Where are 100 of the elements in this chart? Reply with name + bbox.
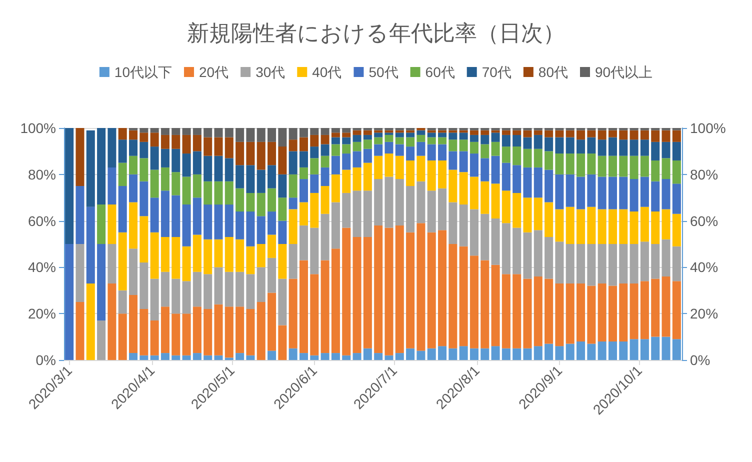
bar (576, 244, 586, 284)
bar (268, 292, 276, 351)
bar (224, 158, 234, 182)
bar (310, 134, 319, 147)
bar (320, 353, 330, 360)
bar (140, 308, 148, 356)
bar (662, 239, 670, 276)
bar (182, 204, 191, 246)
bar (544, 202, 554, 238)
bar (204, 137, 212, 156)
bar (523, 232, 532, 279)
bar (651, 181, 660, 212)
bar (150, 198, 159, 232)
bar (438, 132, 447, 138)
bar (427, 190, 436, 232)
bar (268, 165, 276, 188)
y-tick-label: 100% (20, 120, 56, 136)
bar (374, 353, 383, 360)
bar (256, 142, 266, 170)
bar (150, 355, 159, 360)
bar (331, 248, 340, 354)
bar (224, 137, 234, 158)
bar (374, 144, 383, 156)
bar (566, 283, 574, 344)
bar (459, 151, 468, 172)
bar (288, 140, 298, 152)
bar (160, 237, 170, 272)
bar (331, 128, 340, 133)
bar (534, 130, 542, 135)
bar (320, 186, 330, 214)
bar (619, 244, 628, 284)
bar (406, 232, 415, 348)
bar (118, 128, 127, 140)
bar (480, 130, 490, 135)
bar (459, 346, 468, 360)
bar (256, 244, 266, 268)
bar (182, 154, 191, 177)
bar (587, 130, 596, 138)
bar (86, 283, 95, 360)
bar (523, 148, 532, 168)
bar (470, 142, 478, 154)
bar (160, 148, 170, 168)
bar (331, 137, 340, 144)
bar (118, 162, 127, 186)
bar (512, 146, 522, 166)
bar (331, 156, 340, 174)
bar (576, 283, 586, 342)
bar (480, 348, 490, 360)
bar (651, 336, 660, 360)
bar (310, 192, 319, 228)
bar (278, 146, 287, 174)
bar (491, 346, 500, 360)
bar (502, 134, 510, 147)
bar (128, 156, 138, 174)
bar (598, 209, 606, 244)
bar (160, 272, 170, 307)
bar (342, 228, 351, 356)
bar (395, 156, 404, 180)
bar (608, 156, 618, 177)
bar (448, 132, 458, 140)
bar (662, 209, 670, 240)
bar (352, 190, 362, 238)
bar (427, 348, 436, 360)
bar (491, 132, 500, 142)
bar (523, 137, 532, 149)
bar (406, 348, 415, 360)
bar (587, 174, 596, 207)
bar (576, 154, 586, 177)
bar (310, 174, 319, 193)
bar (172, 134, 180, 149)
bar (108, 167, 116, 205)
bar (619, 283, 628, 342)
bar (118, 140, 127, 163)
bar (363, 140, 372, 149)
bar (256, 216, 266, 244)
bar (182, 176, 191, 205)
bar (268, 234, 276, 258)
bar (416, 181, 426, 224)
bar (204, 355, 212, 360)
bar (278, 244, 287, 279)
bar (342, 192, 351, 228)
bar (630, 339, 638, 360)
bar (480, 260, 490, 348)
bar (150, 132, 159, 147)
bar (576, 341, 586, 360)
bar (640, 242, 649, 282)
bar (256, 128, 266, 142)
bar (384, 228, 394, 356)
bar (427, 232, 436, 348)
y2-tick-label: 20% (690, 306, 718, 322)
bar (192, 198, 202, 235)
bar (128, 202, 138, 249)
bar (331, 202, 340, 249)
bar (331, 353, 340, 360)
bar (160, 128, 170, 135)
bar (651, 278, 660, 337)
bar (608, 176, 618, 210)
bar (86, 206, 95, 284)
bar (480, 181, 490, 214)
bar (374, 179, 383, 226)
